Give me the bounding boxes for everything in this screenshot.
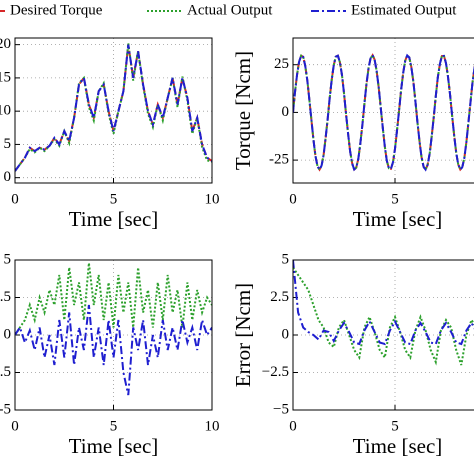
x-tick-label: 0 [11, 418, 19, 434]
series-line [293, 53, 474, 172]
y-tick-label: 10 [0, 103, 11, 119]
legend-label: Actual Output [187, 2, 273, 18]
y-tick-label: 5 [4, 251, 12, 267]
y-tick-label: 0 [282, 326, 290, 342]
x-tick-label: 5 [110, 418, 118, 434]
y-tick-label: 25 [274, 56, 289, 72]
y-tick-label: 5 [282, 251, 290, 267]
plot-frame [292, 259, 474, 411]
legend-label: Estimated Output [351, 2, 457, 18]
y-tick-label: 0 [4, 326, 12, 342]
x-tick-label: 0 [11, 191, 19, 207]
legend-label: Desired Torque [10, 2, 103, 18]
y-axis-label: Error [Ncm] [231, 283, 255, 387]
series-line [293, 266, 474, 366]
y-tick-label: 0 [4, 169, 12, 185]
legend: Desired Torque Actual Output Estimated O… [0, 2, 457, 18]
y-tick-label: 15 [0, 69, 11, 85]
plot-frame [292, 37, 474, 184]
plot-lines [293, 260, 474, 366]
plot-lines [293, 53, 474, 172]
y-tick-label: -25 [269, 152, 289, 168]
plot-frame [14, 37, 213, 184]
y-axis-label: Torque [Ncm] [231, 51, 255, 170]
plot-lines [15, 43, 212, 172]
y-tick-label: −5 [273, 401, 289, 417]
y-tick-label: 0 [282, 104, 290, 120]
subplot: 0 5 10 0 5 10 15 20 Time [sec] [0, 36, 220, 231]
x-axis-label: Time [sec] [353, 434, 443, 458]
x-tick-label: 10 [205, 191, 220, 207]
y-tick-label: -2.5 [0, 364, 11, 380]
x-axis-label: Time [sec] [69, 434, 159, 458]
x-tick-label: 10 [205, 418, 220, 434]
x-tick-label: 5 [391, 191, 399, 207]
series-line [15, 44, 212, 172]
series-line [15, 262, 212, 336]
plot-lines [15, 262, 212, 396]
x-tick-label: 0 [289, 191, 297, 207]
x-tick-label: 5 [110, 191, 118, 207]
y-tick-label: 2.5 [0, 289, 11, 305]
series-line [293, 260, 474, 346]
series-line [293, 53, 474, 172]
x-tick-label: 5 [391, 418, 399, 434]
y-tick-label: −2.5 [262, 364, 289, 380]
y-tick-label: 5 [4, 136, 12, 152]
x-tick-label: 0 [289, 418, 297, 434]
y-tick-label: 2.5 [270, 289, 289, 305]
x-axis-label: Time [sec] [69, 207, 159, 231]
x-axis-label: Time [sec] [353, 207, 443, 231]
plot-frame [14, 259, 213, 411]
y-tick-label: -5 [0, 401, 11, 417]
y-tick-label: 20 [0, 36, 11, 52]
